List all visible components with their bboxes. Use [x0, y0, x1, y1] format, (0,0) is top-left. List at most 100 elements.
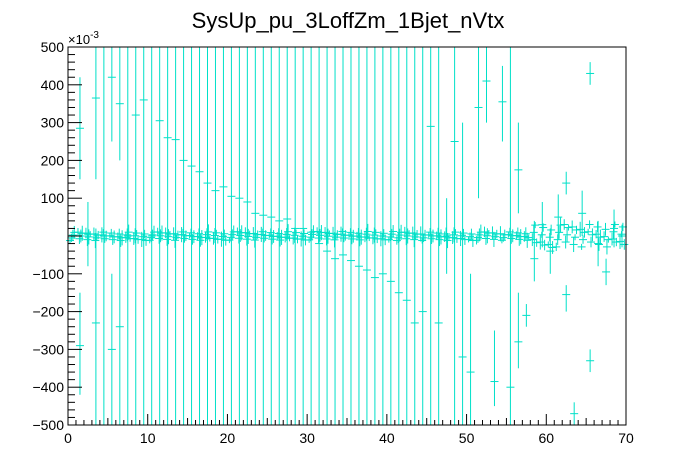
data-point	[490, 330, 499, 407]
data-point	[116, 234, 125, 247]
x-tick-label: 0	[64, 430, 72, 446]
data-point	[514, 122, 523, 214]
data-point	[291, 47, 300, 425]
data-point	[315, 47, 324, 425]
data-point	[308, 229, 317, 240]
y-tick-label: −400	[32, 379, 64, 395]
data-point	[402, 47, 411, 425]
axes: 0 10 20 30 40 50 60 70 500 400 300 200 100 −100 −200 −3…	[32, 39, 634, 446]
data-point	[467, 228, 476, 240]
data-point	[593, 221, 602, 233]
data-point	[585, 220, 594, 229]
x-tick-label: 40	[379, 430, 395, 446]
data-point	[163, 232, 172, 246]
data-point	[588, 228, 597, 242]
data-point	[514, 292, 523, 369]
y-tick-label: 100	[41, 190, 65, 206]
data-point	[339, 47, 348, 425]
data-point	[283, 47, 292, 425]
data-point	[322, 232, 331, 246]
data-point	[529, 224, 538, 240]
data-point	[395, 228, 404, 242]
data-point	[108, 234, 117, 245]
x-tick-label: 10	[140, 430, 156, 446]
data-point	[92, 234, 101, 241]
data-point	[481, 232, 490, 245]
data-point	[562, 285, 571, 312]
data-point	[451, 229, 460, 236]
data-point	[572, 225, 581, 235]
data-point	[172, 234, 181, 241]
data-point	[536, 234, 545, 250]
data-point	[236, 229, 245, 242]
data-point	[243, 47, 252, 425]
data-point	[204, 224, 213, 240]
data-point	[515, 232, 524, 246]
data-point	[203, 47, 212, 425]
data-point	[386, 47, 395, 425]
data-point	[497, 237, 506, 244]
data-point	[315, 228, 324, 242]
data-point	[268, 233, 277, 245]
data-point	[227, 47, 236, 425]
x-tick-label: 50	[459, 430, 475, 446]
data-point	[618, 224, 627, 248]
data-point	[331, 234, 340, 241]
data-point	[289, 231, 298, 245]
x-tick-label: 60	[538, 430, 554, 446]
data-point	[145, 237, 154, 244]
data-point	[394, 47, 403, 425]
data-point	[402, 232, 411, 246]
data-point	[403, 228, 412, 244]
y-multiplier-exponent: -3	[90, 30, 99, 41]
data-point	[586, 349, 595, 373]
data-point	[331, 47, 340, 425]
data-point	[507, 233, 516, 244]
data-point	[561, 235, 570, 249]
data-point	[528, 233, 537, 247]
data-point	[387, 228, 396, 240]
data-point	[555, 225, 564, 239]
data-point	[568, 220, 577, 234]
data-point	[458, 122, 467, 425]
data-point	[346, 47, 355, 425]
data-point	[251, 47, 260, 425]
data-point	[530, 220, 539, 282]
data-point	[242, 232, 251, 246]
data-point	[156, 229, 165, 243]
x-tick-label: 70	[618, 430, 634, 446]
data-point	[244, 228, 253, 245]
data-point	[544, 241, 553, 248]
data-point	[466, 273, 475, 425]
data-point	[91, 228, 100, 425]
data-point	[323, 228, 332, 244]
data-point	[148, 229, 157, 241]
data-point	[474, 47, 483, 199]
data-point	[83, 201, 92, 267]
data-point	[578, 190, 587, 236]
data-point	[163, 47, 172, 425]
data-point	[123, 47, 132, 425]
data-point	[564, 224, 573, 231]
data-point	[584, 228, 593, 235]
data-point	[91, 47, 100, 180]
data-point	[209, 231, 218, 245]
data-point	[554, 194, 563, 240]
data-point	[522, 304, 531, 327]
data-point	[305, 236, 314, 243]
data-point	[225, 237, 234, 244]
data-point	[188, 234, 197, 245]
y-multiplier-base: ×10	[68, 32, 90, 47]
data-point	[562, 171, 571, 195]
data-point	[219, 47, 228, 425]
data-point	[75, 292, 84, 395]
data-point	[552, 242, 561, 252]
data-point	[426, 47, 435, 425]
y-tick-label: 500	[41, 39, 65, 55]
data-point	[545, 233, 554, 242]
data-point	[592, 230, 601, 239]
data-point	[491, 233, 500, 240]
data-point	[131, 47, 140, 425]
data-point	[323, 47, 332, 425]
data-point	[434, 47, 443, 425]
